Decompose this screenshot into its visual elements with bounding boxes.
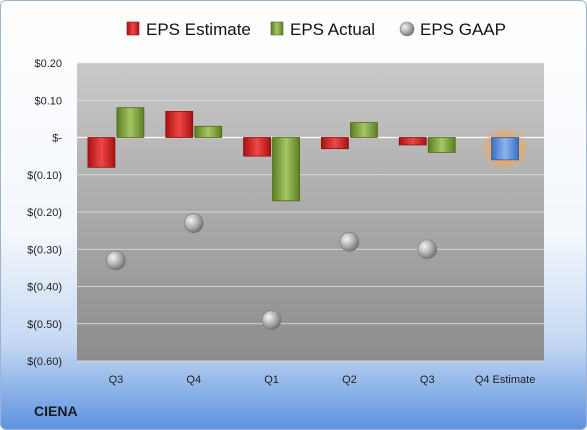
marker-eps-gaap — [106, 250, 126, 271]
chart-marks — [87, 107, 530, 330]
x-tick-label: Q3 — [109, 374, 124, 386]
x-axis-ticks: Q3 Q4 Q1 Q2 Q3 Q4 Estimate — [109, 374, 536, 386]
y-tick-label: $(0.50) — [27, 319, 62, 331]
y-axis-ticks: $0.20 $0.10 $- $(0.10) $(0.20) $(0.30) $(0.40)… — [27, 58, 62, 368]
bar-eps-estimate — [87, 137, 116, 168]
bar-eps-estimate — [243, 137, 271, 157]
x-tick-label: Q1 — [264, 374, 279, 386]
y-tick-label: $0.20 — [34, 58, 62, 70]
company-name: CIENA — [34, 403, 78, 419]
bar-eps-estimate — [321, 137, 349, 150]
bar-eps-estimate — [165, 111, 194, 138]
legend-swatch — [126, 21, 140, 36]
bar-eps-actual — [116, 107, 145, 138]
legend-label: EPS GAAP — [420, 20, 506, 39]
marker-eps-gaap — [261, 310, 282, 330]
x-tick-label: Q2 — [342, 374, 357, 386]
x-tick-label: Q4 — [186, 374, 201, 386]
y-tick-label: $(0.10) — [27, 170, 62, 182]
y-tick-label: $0.10 — [34, 95, 62, 107]
x-tick-label: Q4 Estimate — [475, 374, 536, 386]
bar-eps-actual — [427, 137, 456, 153]
bar-eps-actual — [194, 125, 223, 138]
marker-eps-gaap — [339, 232, 360, 252]
legend: EPS Estimate EPS Actual EPS GAAP — [126, 20, 506, 39]
legend-swatch — [270, 21, 284, 36]
bar-eps-actual — [272, 137, 300, 202]
bar-eps-actual — [350, 122, 378, 138]
bar-eps-estimate — [398, 137, 427, 146]
legend-swatch — [399, 21, 415, 37]
x-tick-label: Q3 — [420, 374, 435, 386]
bar-q4-estimate — [491, 137, 519, 161]
y-tick-label: $(0.20) — [27, 207, 62, 219]
y-tick-label: $(0.30) — [27, 244, 62, 256]
marker-eps-gaap — [183, 213, 204, 233]
legend-label: EPS Actual — [290, 20, 375, 39]
y-tick-label: $(0.60) — [27, 356, 62, 368]
legend-label: EPS Estimate — [146, 20, 251, 39]
y-tick-label: $- — [52, 133, 62, 145]
marker-eps-gaap — [417, 239, 438, 260]
gridlines — [77, 62, 544, 362]
y-tick-label: $(0.40) — [27, 282, 62, 294]
